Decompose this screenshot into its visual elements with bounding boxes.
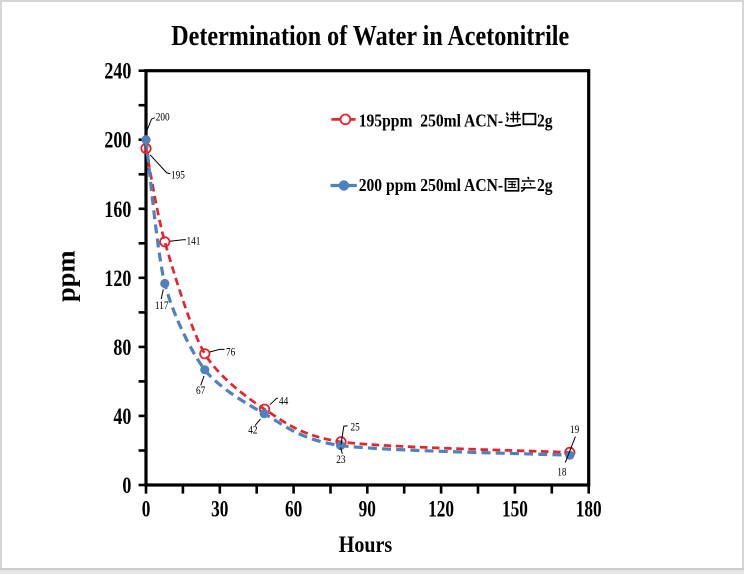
svg-text:25: 25 [351, 422, 360, 434]
svg-text:76: 76 [226, 347, 235, 359]
svg-text:200: 200 [104, 129, 131, 154]
svg-text:120: 120 [428, 497, 454, 522]
svg-text:0: 0 [122, 474, 131, 499]
svg-text:23: 23 [336, 454, 345, 466]
svg-text:160: 160 [104, 198, 131, 223]
svg-text:Hours: Hours [339, 532, 392, 558]
svg-text:141: 141 [187, 236, 201, 248]
svg-text:117: 117 [155, 300, 169, 312]
svg-text:180: 180 [576, 497, 602, 522]
svg-text:2g: 2g [537, 110, 553, 130]
svg-text:30: 30 [211, 497, 228, 522]
svg-text:195: 195 [171, 170, 185, 182]
svg-text:40: 40 [113, 405, 131, 430]
svg-text:0: 0 [142, 497, 151, 522]
svg-text:60: 60 [285, 497, 302, 522]
svg-text:150: 150 [502, 497, 528, 522]
svg-text:200: 200 [156, 112, 170, 124]
svg-text:Determination of Water in Acet: Determination of Water in Acetonitrile [171, 19, 569, 52]
svg-text:44: 44 [279, 396, 288, 408]
svg-text:67: 67 [196, 385, 205, 397]
svg-text:18: 18 [557, 467, 566, 479]
svg-text:240: 240 [104, 60, 131, 85]
svg-text:90: 90 [359, 497, 376, 522]
svg-text:200 ppm 250ml ACN-: 200 ppm 250ml ACN- [359, 175, 503, 195]
svg-text:195ppm 250ml ACN-: 195ppm 250ml ACN- [359, 110, 503, 130]
svg-text:80: 80 [113, 336, 131, 361]
svg-text:2g: 2g [537, 175, 553, 195]
svg-text:120: 120 [104, 267, 131, 292]
svg-text:ppm: ppm [50, 250, 80, 302]
svg-text:42: 42 [248, 425, 257, 437]
svg-text:19: 19 [570, 424, 579, 436]
